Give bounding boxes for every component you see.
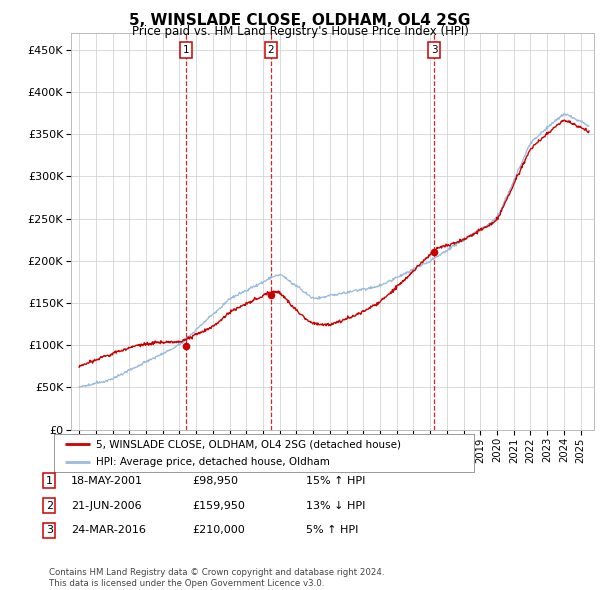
Text: 3: 3	[431, 45, 437, 55]
Text: 24-MAR-2016: 24-MAR-2016	[71, 526, 146, 535]
Text: £98,950: £98,950	[192, 476, 238, 486]
Text: 15% ↑ HPI: 15% ↑ HPI	[306, 476, 365, 486]
Text: 1: 1	[46, 476, 53, 486]
Text: 3: 3	[46, 526, 53, 535]
Text: 13% ↓ HPI: 13% ↓ HPI	[306, 501, 365, 510]
Text: £159,950: £159,950	[192, 501, 245, 510]
Text: 21-JUN-2006: 21-JUN-2006	[71, 501, 142, 510]
Text: 5, WINSLADE CLOSE, OLDHAM, OL4 2SG: 5, WINSLADE CLOSE, OLDHAM, OL4 2SG	[130, 13, 470, 28]
Text: 2: 2	[268, 45, 274, 55]
Text: Contains HM Land Registry data © Crown copyright and database right 2024.
This d: Contains HM Land Registry data © Crown c…	[49, 568, 385, 588]
Text: Price paid vs. HM Land Registry's House Price Index (HPI): Price paid vs. HM Land Registry's House …	[131, 25, 469, 38]
Text: HPI: Average price, detached house, Oldham: HPI: Average price, detached house, Oldh…	[96, 457, 330, 467]
Text: 1: 1	[182, 45, 189, 55]
Text: 18-MAY-2001: 18-MAY-2001	[71, 476, 143, 486]
Text: 5, WINSLADE CLOSE, OLDHAM, OL4 2SG (detached house): 5, WINSLADE CLOSE, OLDHAM, OL4 2SG (deta…	[96, 439, 401, 449]
Text: £210,000: £210,000	[192, 526, 245, 535]
Text: 2: 2	[46, 501, 53, 510]
Text: 5% ↑ HPI: 5% ↑ HPI	[306, 526, 358, 535]
